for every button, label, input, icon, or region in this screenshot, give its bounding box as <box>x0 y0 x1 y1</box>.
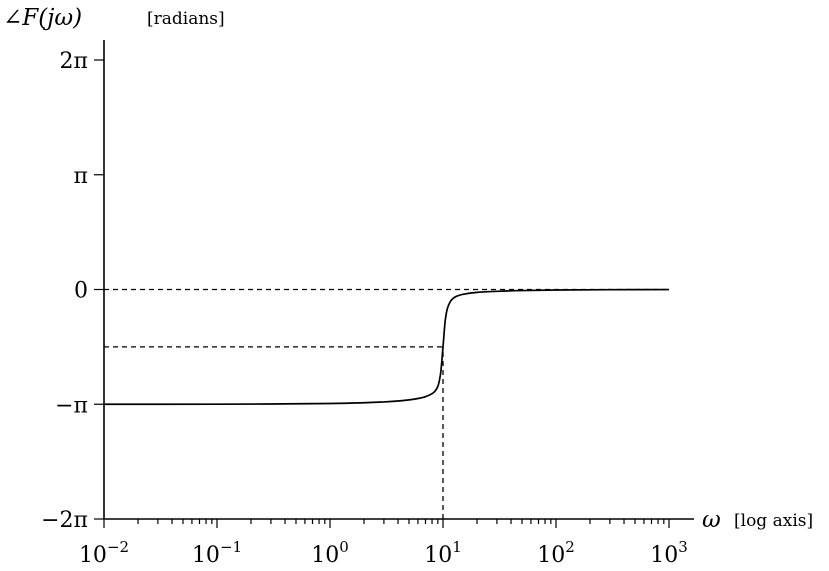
y-tick-label: 2π <box>60 49 88 74</box>
x-axis-label: ω <box>702 507 721 533</box>
x-tick-label: 10−1 <box>192 538 242 568</box>
x-axis-unit: [log axis] <box>734 511 813 531</box>
x-tick-label: 101 <box>424 538 462 568</box>
x-tick-label: 100 <box>311 538 349 568</box>
y-ticks: 2π π 0 −π −2π <box>41 49 104 533</box>
x-tick-label: 10−2 <box>79 538 129 568</box>
x-tick-label: 103 <box>650 538 688 568</box>
y-axis-label: ∠F(jω) <box>3 5 82 31</box>
y-tick-label: 0 <box>74 279 88 304</box>
y-tick-label: π <box>74 164 88 189</box>
x-ticks: 10−2 10−1 100 101 102 103 <box>79 519 688 568</box>
y-axis-unit: [radians] <box>147 9 225 29</box>
x-tick-label: 102 <box>537 538 575 568</box>
series-group <box>103 288 670 406</box>
y-tick-label: −2π <box>41 508 88 533</box>
y-tick-label: −π <box>55 393 88 418</box>
phase-curve <box>103 288 670 406</box>
